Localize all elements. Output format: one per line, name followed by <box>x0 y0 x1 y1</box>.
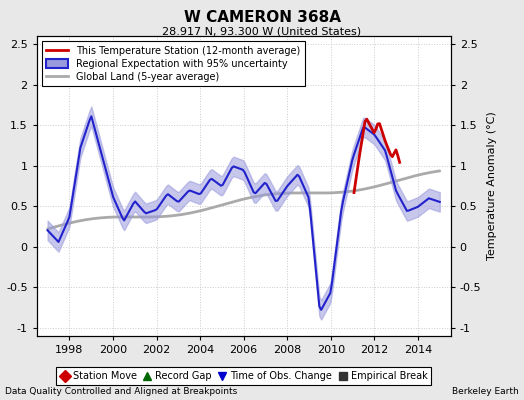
Y-axis label: Temperature Anomaly (°C): Temperature Anomaly (°C) <box>487 112 497 260</box>
Text: W CAMERON 368A: W CAMERON 368A <box>183 10 341 25</box>
Text: 28.917 N, 93.300 W (United States): 28.917 N, 93.300 W (United States) <box>162 26 362 36</box>
Legend: Station Move, Record Gap, Time of Obs. Change, Empirical Break: Station Move, Record Gap, Time of Obs. C… <box>56 367 431 385</box>
Text: Berkeley Earth: Berkeley Earth <box>452 387 519 396</box>
Text: Data Quality Controlled and Aligned at Breakpoints: Data Quality Controlled and Aligned at B… <box>5 387 237 396</box>
